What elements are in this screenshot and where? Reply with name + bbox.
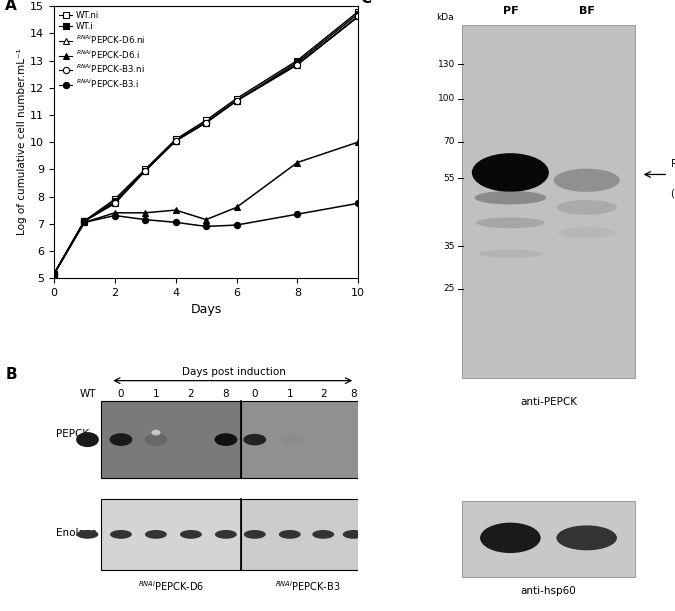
Text: Enolase: Enolase [55,529,97,538]
Ellipse shape [278,434,301,445]
Ellipse shape [479,249,542,258]
Text: PEPCK: PEPCK [671,159,675,169]
Ellipse shape [343,530,364,539]
Text: A: A [5,0,17,13]
Text: 35: 35 [443,241,455,251]
Text: 70: 70 [443,137,455,146]
Text: 8: 8 [350,389,357,399]
Ellipse shape [480,522,541,553]
Ellipse shape [215,530,237,539]
Text: 2: 2 [188,389,194,399]
Bar [241,499,361,570]
Ellipse shape [472,153,549,192]
Ellipse shape [215,433,238,446]
Text: 8: 8 [223,389,230,399]
Bar [462,26,635,378]
Ellipse shape [313,530,334,539]
Text: 1: 1 [286,389,293,399]
Text: 130: 130 [437,60,455,68]
Bar [101,401,241,478]
Text: B: B [5,367,17,382]
Text: Days post induction: Days post induction [182,367,286,377]
Text: BF: BF [578,5,595,16]
Bar [241,401,361,478]
Ellipse shape [556,525,617,551]
Text: 100: 100 [437,95,455,103]
Legend: WT.ni, WT.i, $^{RNAi}$PEPCK-D6.ni, $^{RNAi}$PEPCK-D6.i, $^{RNAi}$PEPCK-B3.ni, $^: WT.ni, WT.i, $^{RNAi}$PEPCK-D6.ni, $^{RN… [58,10,146,90]
Text: WT: WT [79,389,96,399]
Ellipse shape [556,200,617,214]
Ellipse shape [180,530,202,539]
Text: 25: 25 [443,284,455,293]
Text: PF: PF [503,5,518,16]
Ellipse shape [144,433,167,446]
Bar [462,501,635,577]
Text: kDa: kDa [436,13,454,21]
Ellipse shape [244,530,266,539]
Ellipse shape [110,530,132,539]
Text: $^{RNAi}$PEPCK-B3: $^{RNAi}$PEPCK-B3 [275,579,341,593]
Text: C: C [360,0,371,5]
Ellipse shape [145,530,167,539]
Text: $^{RNAi}$PEPCK-D6: $^{RNAi}$PEPCK-D6 [138,579,205,593]
Ellipse shape [244,434,266,445]
Y-axis label: Log of cumulative cell number.mL⁻¹: Log of cumulative cell number.mL⁻¹ [18,49,28,235]
Ellipse shape [476,218,545,229]
Text: anti-hsp60: anti-hsp60 [520,585,576,596]
Text: 2: 2 [320,389,327,399]
Bar [101,499,241,570]
Ellipse shape [76,432,99,447]
Ellipse shape [279,530,301,539]
Ellipse shape [109,433,132,446]
Text: PEPCK: PEPCK [55,429,88,439]
Text: 0: 0 [252,389,258,399]
Ellipse shape [151,430,161,436]
Text: 1: 1 [153,389,159,399]
Ellipse shape [475,191,546,205]
Ellipse shape [76,530,99,539]
X-axis label: Days: Days [190,304,222,316]
Ellipse shape [558,227,616,238]
Ellipse shape [554,169,620,192]
Text: 55: 55 [443,174,455,183]
Text: (58.5 kDa): (58.5 kDa) [671,188,675,198]
Text: anti-PEPCK: anti-PEPCK [520,397,577,407]
Text: 0: 0 [117,389,124,399]
